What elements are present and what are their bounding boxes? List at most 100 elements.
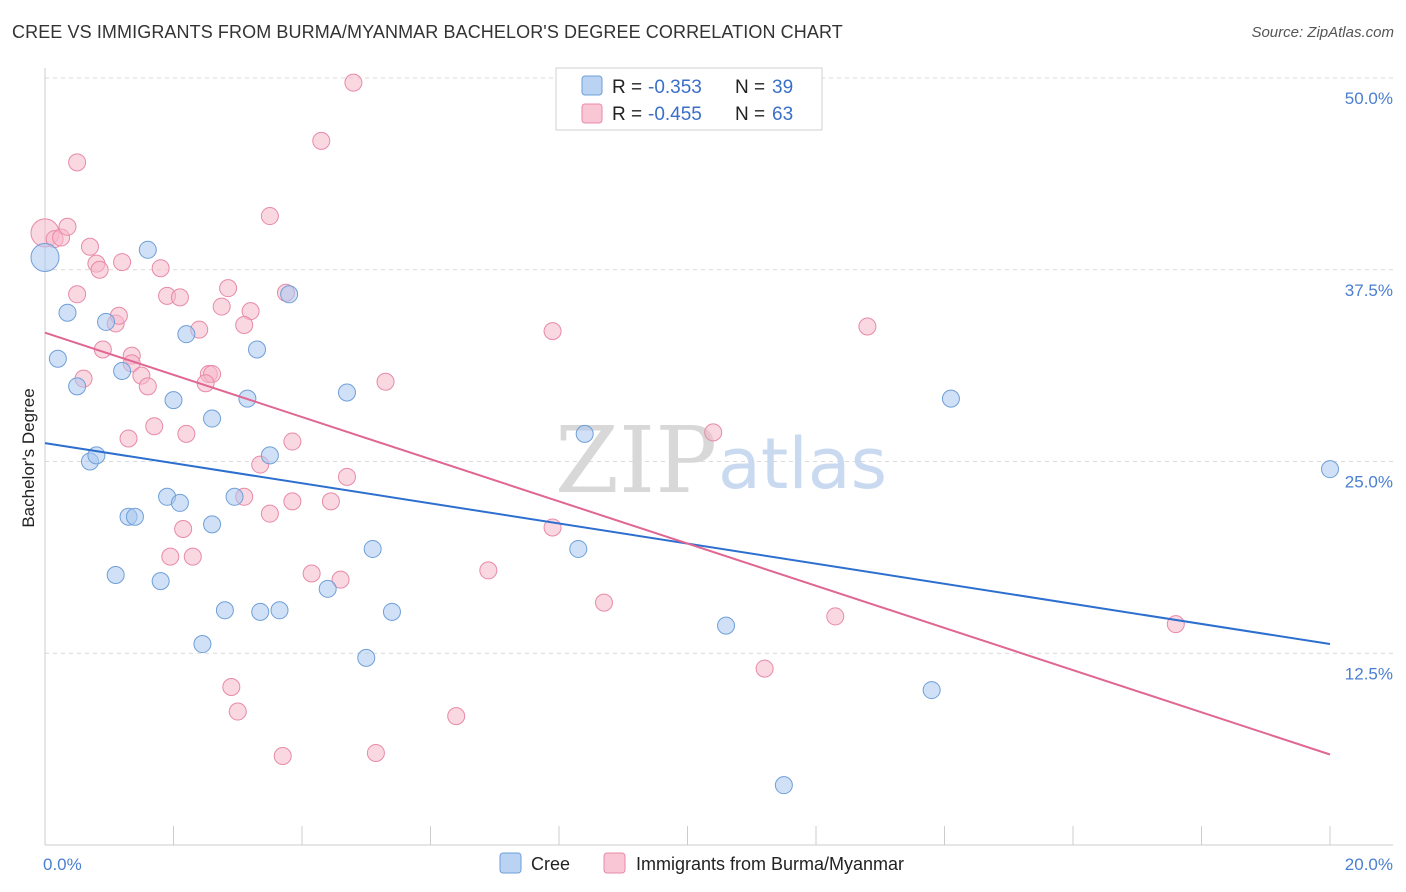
legend-n-label-cree: N = — [735, 77, 765, 98]
burma-point — [366, 743, 385, 762]
x-tick-label-0: 0.0% — [43, 855, 82, 874]
bottom-legend: Cree Immigrants from Burma/Myanmar — [499, 852, 904, 874]
burma-point — [113, 253, 132, 272]
burma-point — [68, 285, 87, 304]
legend-swatch-burma — [581, 103, 603, 124]
cree-point — [215, 601, 234, 620]
y-tick-label-1: 25.0% — [1345, 473, 1393, 492]
cree-point — [177, 325, 196, 344]
bottom-legend-label-burma: Immigrants from Burma/Myanmar — [636, 854, 904, 874]
burma-point — [219, 279, 238, 298]
x-tick-labels: 0.0% 20.0% — [43, 855, 1393, 874]
burma-point — [170, 288, 189, 307]
burma-point — [80, 237, 99, 256]
y-tick-label-3: 50.0% — [1345, 89, 1393, 108]
burma-point — [174, 519, 193, 538]
burma-point — [344, 73, 363, 92]
legend-r-value-burma: -0.455 — [648, 104, 702, 125]
burma-point — [312, 131, 331, 150]
burma-point — [594, 593, 613, 612]
burma-point — [138, 377, 157, 396]
cree-point — [68, 377, 87, 396]
axes — [44, 68, 1393, 846]
cree-point — [717, 616, 736, 635]
legend-swatch-cree — [581, 75, 603, 96]
burma-point — [228, 702, 247, 721]
burma-point — [283, 492, 302, 511]
legend-r-label-burma: R = — [612, 104, 642, 125]
source-label: Source: ZipAtlas.com — [1251, 24, 1394, 41]
legend-box: R = -0.353 N = 39 R = -0.455 N = 63 — [555, 67, 823, 131]
burma-point — [235, 315, 254, 334]
burma-point — [543, 322, 562, 341]
burma-point — [222, 677, 241, 696]
burma-trend-line — [44, 331, 1331, 756]
burma-point — [826, 607, 845, 626]
cree-point — [1321, 460, 1339, 479]
burma-point — [68, 153, 87, 172]
cree-point — [337, 383, 356, 402]
legend-n-value-burma: 63 — [772, 104, 793, 125]
cree-point — [248, 340, 267, 359]
cree-point — [225, 487, 244, 506]
cree-point — [193, 635, 212, 654]
legend-n-label-burma: N = — [735, 104, 765, 125]
cree-point — [280, 285, 299, 304]
legend-n-value-cree: 39 — [772, 77, 793, 98]
cree-point — [48, 349, 67, 368]
cree-point — [97, 312, 116, 331]
burma-point — [321, 492, 340, 511]
cree-point — [151, 572, 170, 591]
burma-point — [161, 547, 180, 566]
cree-point — [569, 539, 588, 558]
trend-lines — [44, 331, 1331, 756]
burma-point — [376, 372, 395, 391]
burma-point — [858, 317, 877, 336]
bottom-legend-swatch-cree — [499, 852, 522, 874]
legend-r-value-cree: -0.353 — [648, 77, 702, 98]
burma-point — [755, 659, 774, 678]
cree-point — [164, 391, 183, 410]
cree-point — [260, 446, 279, 465]
cree-point — [357, 648, 376, 667]
cree-point — [363, 539, 382, 558]
burma-point — [283, 432, 302, 451]
cree-point — [318, 579, 337, 598]
burma-point — [212, 297, 231, 316]
cree-point — [774, 776, 793, 795]
cree-point — [125, 507, 144, 526]
bottom-legend-swatch-burma — [603, 852, 626, 874]
x-tick-label-1: 20.0% — [1345, 855, 1393, 874]
burma-point — [302, 564, 321, 583]
grid — [45, 77, 1393, 654]
cree-point — [170, 493, 189, 512]
series-burma-points — [30, 73, 1185, 766]
burma-point — [260, 207, 279, 226]
y-tick-label-0: 12.5% — [1345, 664, 1393, 683]
cree-point — [270, 601, 289, 620]
cree-point — [251, 602, 270, 621]
chart-title: CREE VS IMMIGRANTS FROM BURMA/MYANMAR BA… — [12, 22, 843, 42]
y-tick-labels: 12.5% 25.0% 37.5% 50.0% — [1345, 89, 1393, 683]
burma-point — [704, 423, 723, 442]
burma-point — [183, 547, 202, 566]
burma-point — [145, 417, 164, 436]
cree-point — [113, 361, 132, 380]
cree-point — [203, 515, 222, 534]
cree-point — [382, 602, 401, 621]
y-tick-label-2: 37.5% — [1345, 281, 1393, 300]
burma-point — [151, 259, 170, 278]
series-cree-points — [30, 240, 1339, 795]
bottom-legend-label-cree: Cree — [531, 854, 570, 874]
burma-point — [479, 561, 498, 580]
burma-point — [331, 570, 350, 589]
cree-point — [30, 242, 60, 272]
burma-point — [90, 260, 109, 279]
watermark-zip: ZIP — [555, 407, 717, 514]
cree-point — [941, 389, 960, 408]
burma-point — [447, 707, 466, 726]
cree-point — [58, 303, 77, 322]
burma-point — [273, 747, 292, 766]
watermark: ZIP atlas — [555, 407, 887, 514]
